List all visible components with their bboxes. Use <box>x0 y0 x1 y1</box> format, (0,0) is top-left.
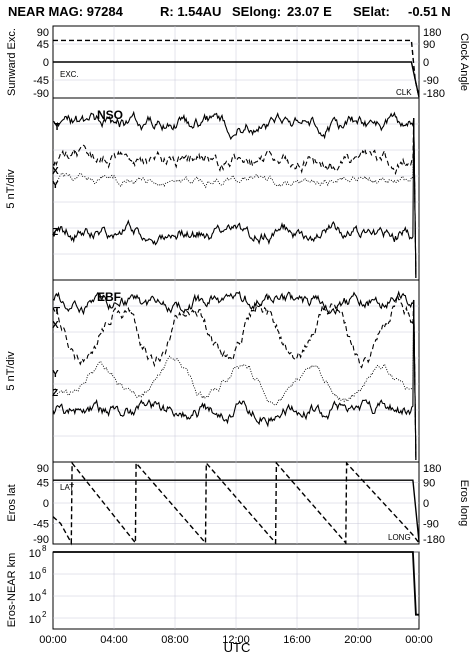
trace-eros-near-range <box>53 551 419 616</box>
log-tick-label: 10 <box>29 570 41 582</box>
right-tick-label: 180 <box>423 27 441 39</box>
nso-panel-name: NSO <box>97 108 123 122</box>
right-tick-label: -90 <box>423 519 439 531</box>
trace-ebf-z <box>52 299 417 461</box>
right-tick-label: -90 <box>423 75 439 87</box>
eros-lat-ylabel: Eros lat <box>6 484 18 521</box>
header-selong-label: SElong: <box>232 4 281 19</box>
exc-label: EXC. <box>60 70 79 79</box>
x-tick-label: 04:00 <box>100 634 128 646</box>
ebf-z-label: Z <box>52 388 58 399</box>
right-tick-label: 180 <box>423 463 441 475</box>
ebf-ylabel: 5 nT/div <box>5 351 17 391</box>
trace-nso-t <box>52 110 417 279</box>
right-tick-label: -180 <box>423 88 445 100</box>
right-tick-label: -180 <box>423 534 445 546</box>
header-range: R: 1.54AU <box>160 4 221 19</box>
trace-ebf-t <box>52 290 417 461</box>
left-tick-label: -45 <box>33 519 49 531</box>
header-selat-value: -0.51 N <box>408 4 451 19</box>
x-axis-label: UTC <box>224 640 251 655</box>
nso-ylabel: 5 nT/div <box>5 169 17 209</box>
log-tick-exponent: 6 <box>42 566 47 575</box>
ebf-y-label: Y <box>52 369 59 380</box>
log-tick-exponent: 2 <box>42 610 47 619</box>
x-tick-label: 16:00 <box>283 634 311 646</box>
log-tick-exponent: 4 <box>42 588 47 597</box>
trace-ebf-x <box>52 293 417 461</box>
nso-x-label: X <box>52 166 59 177</box>
left-tick-label: 90 <box>37 27 49 39</box>
right-tick-label: 90 <box>423 478 435 490</box>
log-tick-label: 10 <box>29 614 41 626</box>
lat-label: LAT <box>60 483 74 492</box>
left-tick-label: -90 <box>33 88 49 100</box>
right-tick-label: 90 <box>423 39 435 51</box>
x-tick-label: 12:00 <box>222 634 250 646</box>
log-tick-label: 10 <box>29 592 41 604</box>
x-tick-label: 08:00 <box>161 634 189 646</box>
eros-long-ylabel: Eros long <box>458 480 470 526</box>
ebf-x-label: X <box>52 320 59 331</box>
plot-header: NEAR MAG: 97284 R: 1.54AU SElong: 23.07 … <box>8 4 451 19</box>
log-tick-label: 10 <box>29 548 41 560</box>
header-selat-label: SElat: <box>353 4 390 19</box>
left-tick-label: 0 <box>43 57 49 69</box>
header-instrument: NEAR MAG: 97284 <box>8 4 124 19</box>
long-label: LONG <box>388 533 411 542</box>
trace-nso-x <box>52 117 417 279</box>
x-tick-label: 20:00 <box>344 634 372 646</box>
left-tick-label: 45 <box>37 39 49 51</box>
log-tick-exponent: 8 <box>42 544 47 553</box>
clk-label: CLK <box>396 88 412 97</box>
right-tick-label: 0 <box>423 498 429 510</box>
sunward-ylabel: Sunward Exc. <box>6 28 18 96</box>
x-tick-label: 00:00 <box>405 634 433 646</box>
left-tick-label: -90 <box>33 534 49 546</box>
data-traces <box>52 39 420 616</box>
left-tick-label: 90 <box>37 463 49 475</box>
right-tick-label: 0 <box>423 57 429 69</box>
header-selong-value: 23.07 E <box>287 4 332 19</box>
trace-clock-angle <box>53 39 420 98</box>
trace-eros-lat <box>53 479 420 542</box>
left-tick-label: 45 <box>37 478 49 490</box>
nso-t-label: T <box>54 122 60 133</box>
left-tick-label: -45 <box>33 75 49 87</box>
clock-angle-ylabel: Clock Angle <box>458 33 470 91</box>
left-tick-label: 0 <box>43 498 49 510</box>
ebf-panel-name: EBF <box>97 290 121 304</box>
trace-nso-y <box>52 117 417 279</box>
trace-nso-z <box>52 117 417 279</box>
range-ylabel: Eros-NEAR km <box>6 553 18 628</box>
x-tick-label: 00:00 <box>39 634 67 646</box>
